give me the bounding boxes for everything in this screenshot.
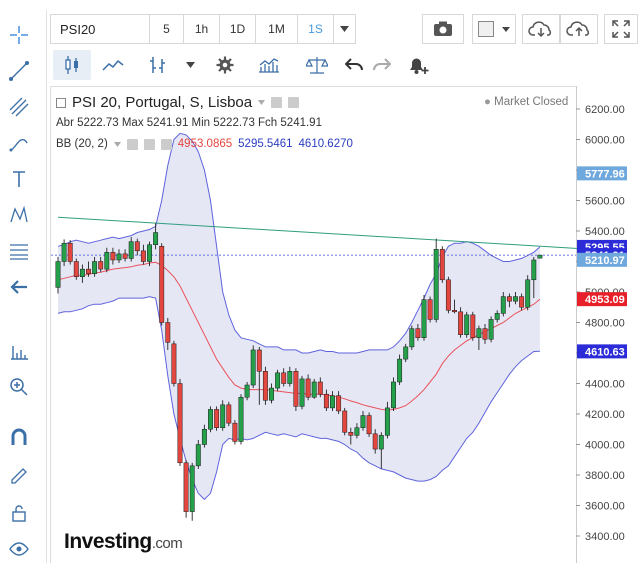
crosshair-icon[interactable] [6, 22, 32, 48]
eye-icon[interactable] [6, 536, 32, 562]
chart-type-dropdown[interactable] [178, 50, 202, 80]
market-status-text: Market Closed [494, 96, 569, 108]
indicators-icon [259, 58, 279, 73]
redo-icon [373, 58, 391, 71]
bb-remove-icon[interactable] [160, 138, 172, 150]
camera-icon [434, 21, 452, 36]
chevron-down-icon[interactable] [258, 100, 266, 105]
settings-small-icon[interactable] [288, 97, 300, 108]
logo-name: Investing [64, 530, 152, 553]
instrument-title: PSI 20, Portugal, S, Lisboa [72, 94, 253, 111]
bars-button[interactable] [138, 50, 178, 80]
snapshot-button[interactable] [422, 14, 464, 44]
settings-button[interactable] [206, 50, 244, 80]
visibility-icon[interactable] [271, 97, 283, 108]
line-chart-icon [102, 59, 124, 71]
symbol-input[interactable]: PSI20 [50, 14, 150, 44]
drawing-toolbar [0, 0, 37, 563]
bb-settings-icon[interactable] [143, 138, 155, 150]
zoom-icon[interactable] [6, 374, 32, 400]
chevron-down-icon[interactable] [113, 141, 121, 147]
candlestick-icon [65, 56, 78, 74]
chevron-down-icon [340, 26, 349, 32]
chevron-down-icon [502, 26, 510, 32]
bb-legend: BB (20, 2) 4953.0865 5295.5461 4610.6270 [56, 138, 353, 150]
compare-button[interactable] [298, 50, 336, 80]
interval-5[interactable]: 5 [149, 14, 184, 44]
candles-button[interactable] [53, 50, 91, 80]
cloud-upload-icon [566, 21, 590, 36]
top-toolbar: PSI20 5 1h 1D 1M 1S [50, 14, 641, 44]
bell-plus-icon [410, 58, 429, 74]
interval-1d[interactable]: 1D [219, 14, 256, 44]
collapse-legend-icon[interactable] [56, 97, 66, 108]
scale-icon [306, 57, 328, 74]
logo-suffix: .com [151, 535, 183, 552]
back-arrow-icon[interactable] [6, 274, 32, 300]
bb-upper-value: 5295.5461 [238, 138, 293, 150]
bb-middle-value: 4953.0865 [177, 138, 233, 150]
interval-1s[interactable]: 1S [297, 14, 334, 44]
bb-visibility-icon[interactable] [126, 138, 138, 150]
fullscreen-icon [612, 20, 630, 38]
bb-lower-value: 4610.6270 [298, 138, 353, 150]
indicators-button[interactable] [250, 50, 288, 80]
chart-toolbar [50, 50, 641, 80]
toolbar-divider [46, 10, 47, 563]
chevron-down-icon [185, 62, 195, 68]
chart-area[interactable] [50, 86, 576, 563]
text-icon[interactable] [6, 166, 32, 192]
interval-dropdown[interactable] [333, 14, 356, 44]
ohlc-bars-icon [150, 57, 165, 73]
interval-1m[interactable]: 1M [255, 14, 298, 44]
undo-icon [345, 58, 363, 71]
save-chart-button[interactable] [560, 14, 598, 44]
market-status: ● Market Closed [484, 96, 569, 108]
fibonacci-icon[interactable] [6, 238, 32, 264]
bb-label: BB (20, 2) [56, 138, 108, 150]
lock-drawing-icon[interactable] [6, 460, 32, 486]
trend-line-icon[interactable] [6, 58, 32, 84]
chart-legend-title: PSI 20, Portugal, S, Lisboa [56, 94, 300, 111]
color-swatch [478, 21, 494, 37]
area-chart-button[interactable] [94, 50, 132, 80]
brush-icon[interactable] [6, 130, 32, 156]
investing-logo: Investing.com [64, 530, 183, 554]
parallel-channel-icon[interactable] [6, 94, 32, 120]
pattern-icon[interactable] [6, 202, 32, 228]
load-chart-button[interactable] [522, 14, 560, 44]
measure-icon[interactable] [6, 338, 32, 364]
interval-1h[interactable]: 1h [183, 14, 220, 44]
color-picker[interactable] [472, 14, 516, 44]
lock-icon[interactable] [6, 500, 32, 526]
undo-button[interactable] [340, 50, 368, 80]
gear-icon [216, 56, 234, 74]
ohlc-legend: Abr 5222.73 Max 5241.91 Min 5222.73 Fch … [56, 117, 322, 129]
price-axis[interactable] [576, 86, 641, 563]
add-alert-button[interactable] [400, 50, 436, 80]
redo-button[interactable] [368, 50, 396, 80]
magnet-icon[interactable] [6, 424, 32, 450]
fullscreen-button[interactable] [604, 14, 638, 44]
cloud-download-icon [528, 21, 552, 38]
